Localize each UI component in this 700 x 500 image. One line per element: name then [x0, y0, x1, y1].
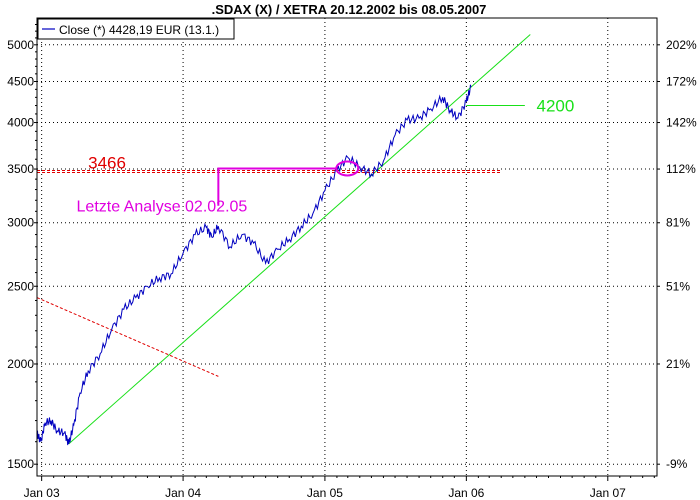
y-tick-label-left: 3000	[7, 216, 34, 230]
annotation-magenta-label: Letzte Analyse 02.02.05	[77, 198, 248, 215]
series-line-close	[36, 84, 472, 446]
legend-label: Close (*) 4428,19 EUR (13.1.)	[59, 23, 219, 37]
trend-lines-layer	[36, 34, 531, 445]
axis-layer: 1500 2000 2500 3000 3500 4000 4500 5000 -9% 21% 51…	[7, 24, 697, 500]
y-tick-label-left: 4000	[7, 116, 34, 130]
legend-box	[37, 18, 235, 40]
annotation-layer: 3466 4200 Letzte Analyse 02.02.05	[77, 97, 575, 216]
y-tick-label-left: 3500	[7, 162, 34, 176]
y-tick-label-right: 142%	[666, 116, 697, 130]
x-tick-label: Jan 06	[448, 486, 484, 500]
chart-title: .SDAX (X) / XETRA 20.12.2002 bis 08.05.2…	[212, 2, 487, 17]
grid-layer	[37, 18, 657, 476]
y-tick-label-left: 2500	[7, 279, 34, 293]
x-tick-label: Jan 03	[24, 486, 60, 500]
y-tick-label-right: 112%	[666, 162, 696, 176]
y-tick-label-left: 5000	[7, 38, 34, 52]
annotation-green-label: 4200	[536, 97, 574, 116]
y-tick-label-left: 2000	[7, 357, 34, 371]
x-tick-label: Jan 04	[165, 486, 201, 500]
y-tick-label-right: 21%	[666, 357, 690, 371]
series-layer	[36, 84, 472, 446]
trend-line-support-trend	[68, 34, 531, 445]
annotation-connector	[217, 167, 337, 206]
y-tick-label-right: 172%	[666, 75, 697, 89]
y-tick-label-right: 51%	[666, 279, 690, 293]
y-tick-label-right: -9%	[666, 457, 688, 471]
y-tick-label-left: 4500	[7, 75, 34, 89]
x-tick-label: Jan 05	[307, 486, 343, 500]
legend: Close (*) 4428,19 EUR (13.1.)	[37, 18, 235, 40]
y-tick-label-left: 1500	[7, 457, 34, 471]
y-tick-label-right: 81%	[666, 216, 690, 230]
y-tick-label-right: 202%	[666, 38, 697, 52]
x-tick-label: Jan 07	[590, 486, 626, 500]
trend-line-declining-dashed	[36, 297, 219, 377]
annotation-red-label: 3466	[88, 153, 126, 172]
